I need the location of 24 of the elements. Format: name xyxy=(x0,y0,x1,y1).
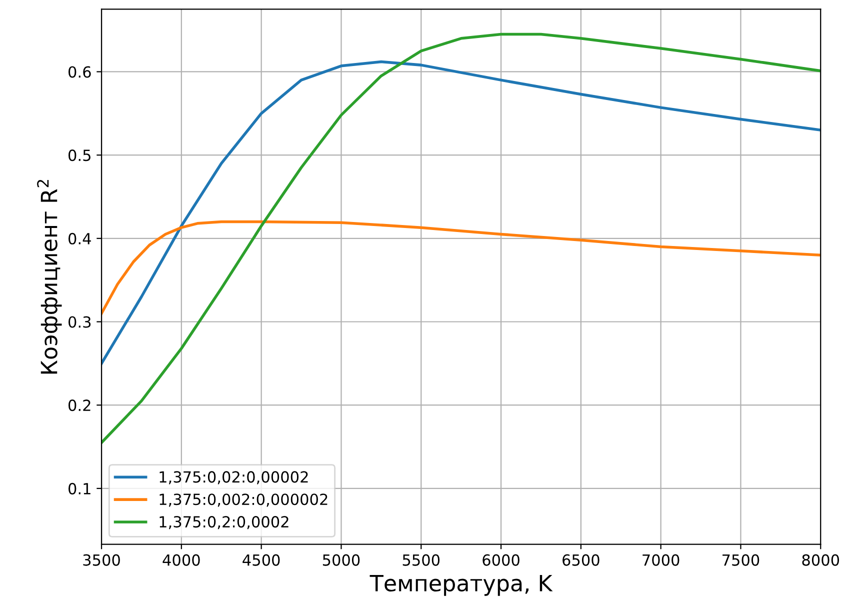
line-series xyxy=(102,32,821,444)
y-tick-label: 0.1 xyxy=(68,482,90,494)
legend-label: 1,375:0,02:0,00002 xyxy=(160,471,308,484)
x-tick-label: 4000 xyxy=(162,554,200,566)
line-series xyxy=(102,60,821,365)
legend-label: 1,375:0,002:0,000002 xyxy=(160,494,328,507)
legend-label: 1,375:0,2:0,0002 xyxy=(160,516,288,530)
y-tick-label: 0.6 xyxy=(68,66,91,78)
x-tick-label: 5500 xyxy=(402,554,440,566)
line-series xyxy=(102,220,821,315)
x-axis-title: Температура, K xyxy=(370,575,553,596)
x-tick-label: 3500 xyxy=(83,554,120,566)
x-tick-label: 8000 xyxy=(802,554,840,566)
y-axis-title: Коэффициент R$^{2}$ xyxy=(37,180,62,374)
x-tick-label: 4500 xyxy=(242,554,280,566)
x-tick-label: 7000 xyxy=(642,554,680,566)
y-tick-label: 0.3 xyxy=(68,316,91,328)
y-tick-label: 0.4 xyxy=(68,232,91,244)
y-tick-label: 0.2 xyxy=(68,400,90,412)
x-tick-label: 6000 xyxy=(482,554,520,566)
x-tick-label: 7500 xyxy=(722,554,760,566)
x-tick-label: 6500 xyxy=(562,554,600,566)
x-tick-label: 5000 xyxy=(322,554,360,566)
y-tick-label: 0.5 xyxy=(68,150,90,162)
